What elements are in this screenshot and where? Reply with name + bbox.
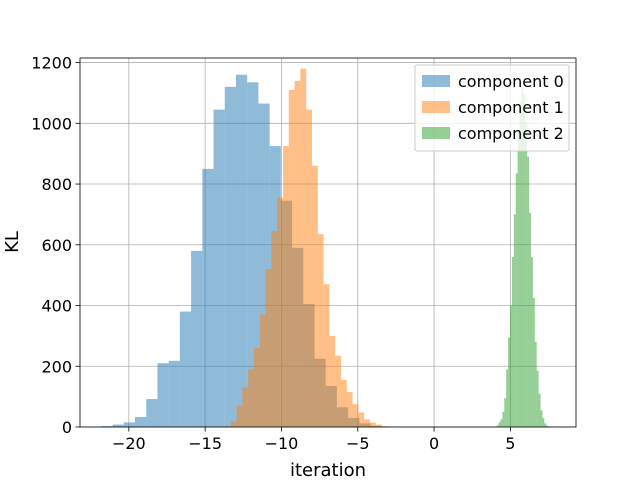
legend: component 0 component 1 component 2 [414, 64, 570, 152]
bar-component-0-2 [123, 422, 136, 427]
bar-component-1-9 [277, 197, 283, 427]
bar-component-1-2 [236, 405, 243, 427]
bar-component-2-19 [532, 297, 535, 427]
bar-component-1-3 [242, 387, 249, 427]
x-axis-ticks: −20 −15 −10 −5 0 5 [112, 427, 515, 453]
bar-component-1-4 [248, 369, 254, 427]
legend-label-1: component 1 [458, 98, 564, 117]
x-tick-label-3: −5 [346, 434, 370, 453]
bar-component-2-10 [515, 173, 518, 427]
y-tick-label-4: 800 [41, 175, 72, 194]
bar-component-1-1 [230, 421, 237, 427]
bar-component-0-11 [224, 86, 236, 427]
axes-frame [79, 57, 577, 428]
bar-component-1-15 [311, 165, 318, 427]
bar-component-0-9 [202, 168, 214, 427]
x-axis-label: iteration [290, 460, 366, 480]
bar-component-2-9 [513, 214, 516, 427]
bar-component-1-14 [306, 109, 312, 427]
bar-component-2-21 [536, 370, 539, 427]
bar-component-2-12 [519, 102, 522, 427]
histogram-bars [101, 68, 549, 428]
bar-component-1-24 [364, 419, 370, 427]
bar-component-2-16 [527, 156, 530, 427]
bar-component-0-5 [157, 363, 169, 427]
bar-component-0-14 [258, 103, 270, 428]
bar-component-2-1 [498, 422, 501, 427]
bar-component-0-7 [179, 311, 192, 427]
bar-component-0-0 [101, 426, 113, 427]
y-tick-label-6: 1200 [31, 54, 72, 73]
bar-component-2-6 [508, 337, 510, 427]
bar-component-1-21 [346, 392, 353, 427]
bar-component-1-25 [369, 422, 376, 427]
bar-component-1-22 [352, 404, 359, 427]
bar-component-1-23 [358, 412, 365, 427]
x-tick-label-2: −10 [265, 434, 299, 453]
legend-label-2: component 2 [458, 124, 564, 143]
bar-component-1-26 [375, 424, 382, 427]
legend-swatch-2 [422, 127, 450, 139]
x-tick-label-5: 5 [505, 434, 515, 453]
bar-component-1-19 [335, 355, 341, 427]
bar-component-1-18 [329, 335, 336, 427]
bar-component-1-11 [288, 89, 295, 427]
y-tick-label-5: 1000 [31, 114, 72, 133]
legend-swatch-0 [422, 75, 450, 87]
x-tick-label-1: −15 [188, 434, 222, 453]
bar-component-1-27 [381, 426, 388, 427]
bar-component-2-0 [496, 425, 499, 427]
legend-box [414, 64, 570, 152]
bar-component-2-24 [542, 417, 545, 427]
legend-label-0: component 0 [458, 72, 564, 91]
bar-component-2-3 [502, 411, 505, 427]
bar-component-0-12 [235, 74, 248, 427]
bar-component-2-8 [511, 256, 514, 427]
bar-component-2-11 [517, 127, 520, 427]
bar-component-2-18 [530, 256, 533, 427]
bar-component-2-17 [529, 212, 531, 427]
bar-component-2-2 [500, 419, 503, 427]
bar-component-0-10 [213, 109, 225, 427]
bar-component-2-14 [523, 94, 526, 427]
y-tick-label-1: 200 [41, 357, 72, 376]
bar-component-2-15 [525, 121, 528, 428]
bar-component-2-4 [504, 398, 507, 427]
y-tick-label-3: 600 [41, 236, 72, 255]
bar-component-1-13 [300, 68, 307, 427]
bar-component-2-23 [540, 410, 543, 427]
bar-component-2-20 [534, 341, 537, 427]
bar-component-0-1 [112, 424, 124, 427]
bar-component-1-17 [323, 284, 330, 427]
bar-component-0-4 [146, 399, 158, 427]
x-tick-label-4: 0 [429, 434, 439, 453]
y-axis-label: KL [2, 231, 23, 253]
bar-component-0-8 [191, 250, 203, 427]
bar-component-1-6 [259, 314, 266, 427]
bar-component-1-20 [340, 379, 347, 427]
bar-component-1-12 [294, 80, 301, 428]
legend-swatch-1 [422, 101, 450, 113]
bar-component-2-22 [538, 393, 541, 427]
bar-component-2-5 [506, 369, 509, 427]
bar-component-2-26 [546, 425, 549, 427]
bar-component-2-7 [509, 305, 512, 427]
bar-component-1-5 [253, 348, 260, 427]
bar-component-2-25 [544, 423, 547, 427]
bar-component-1-16 [317, 234, 324, 427]
bar-component-2-13 [521, 86, 524, 427]
x-tick-label-0: −20 [112, 434, 146, 453]
y-tick-label-2: 400 [41, 297, 72, 316]
bar-component-0-13 [247, 82, 259, 427]
bar-component-1-7 [265, 269, 272, 427]
bar-component-1-10 [282, 146, 289, 427]
y-tick-label-0: 0 [62, 418, 72, 437]
bar-component-1-8 [271, 231, 278, 427]
y-axis-ticks: 0 200 400 600 800 1000 1200 [31, 54, 80, 437]
bar-component-0-6 [168, 360, 180, 427]
bar-component-0-3 [135, 416, 147, 427]
